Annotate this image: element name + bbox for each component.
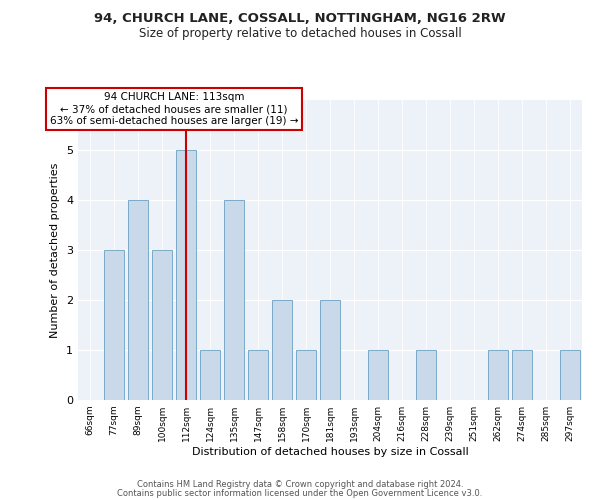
Bar — [368, 350, 388, 400]
Bar — [320, 300, 340, 400]
Text: Size of property relative to detached houses in Cossall: Size of property relative to detached ho… — [139, 28, 461, 40]
Bar — [296, 350, 316, 400]
Bar — [512, 350, 532, 400]
Text: 94, CHURCH LANE, COSSALL, NOTTINGHAM, NG16 2RW: 94, CHURCH LANE, COSSALL, NOTTINGHAM, NG… — [94, 12, 506, 26]
Bar — [104, 250, 124, 400]
Bar — [272, 300, 292, 400]
Bar — [416, 350, 436, 400]
Text: 94 CHURCH LANE: 113sqm
← 37% of detached houses are smaller (11)
63% of semi-det: 94 CHURCH LANE: 113sqm ← 37% of detached… — [50, 92, 298, 126]
Text: Contains HM Land Registry data © Crown copyright and database right 2024.: Contains HM Land Registry data © Crown c… — [137, 480, 463, 489]
Bar — [152, 250, 172, 400]
X-axis label: Distribution of detached houses by size in Cossall: Distribution of detached houses by size … — [191, 447, 469, 457]
Text: Contains public sector information licensed under the Open Government Licence v3: Contains public sector information licen… — [118, 488, 482, 498]
Bar — [560, 350, 580, 400]
Y-axis label: Number of detached properties: Number of detached properties — [50, 162, 61, 338]
Bar — [248, 350, 268, 400]
Bar — [128, 200, 148, 400]
Bar — [488, 350, 508, 400]
Bar — [200, 350, 220, 400]
Bar — [224, 200, 244, 400]
Bar — [176, 150, 196, 400]
